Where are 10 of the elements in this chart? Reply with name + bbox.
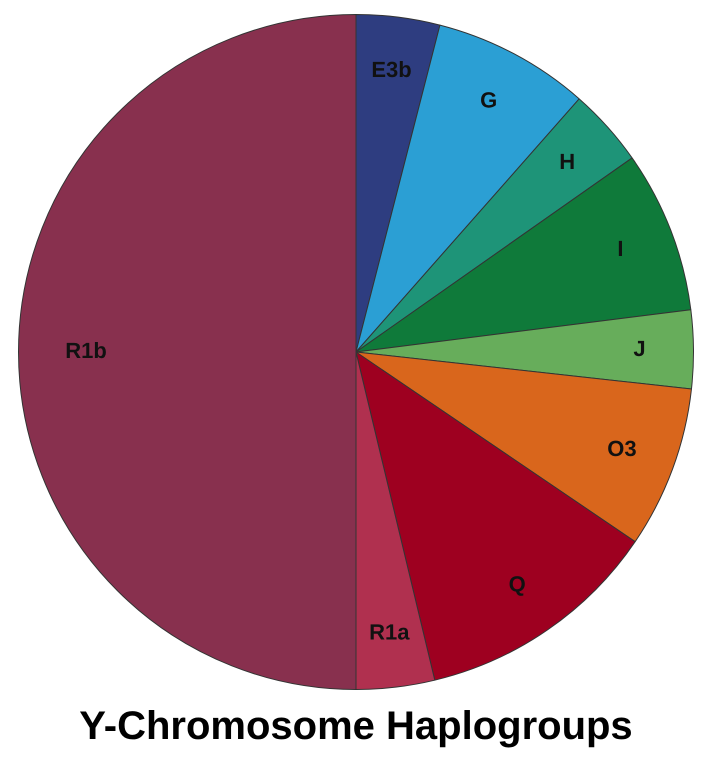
text: Y-Chromosome Haplogroups (78, 703, 634, 750)
slice-label: R1b (65, 338, 107, 364)
slice-label: Q (508, 571, 526, 596)
slice-label: E3b (371, 56, 412, 82)
slice-label: G (480, 88, 498, 113)
slice-label: R1a (369, 620, 410, 645)
slice-label: J (633, 336, 646, 361)
slice-label: O3 (607, 436, 637, 462)
slice-label: H (559, 148, 576, 174)
slice-label: I (617, 236, 624, 261)
